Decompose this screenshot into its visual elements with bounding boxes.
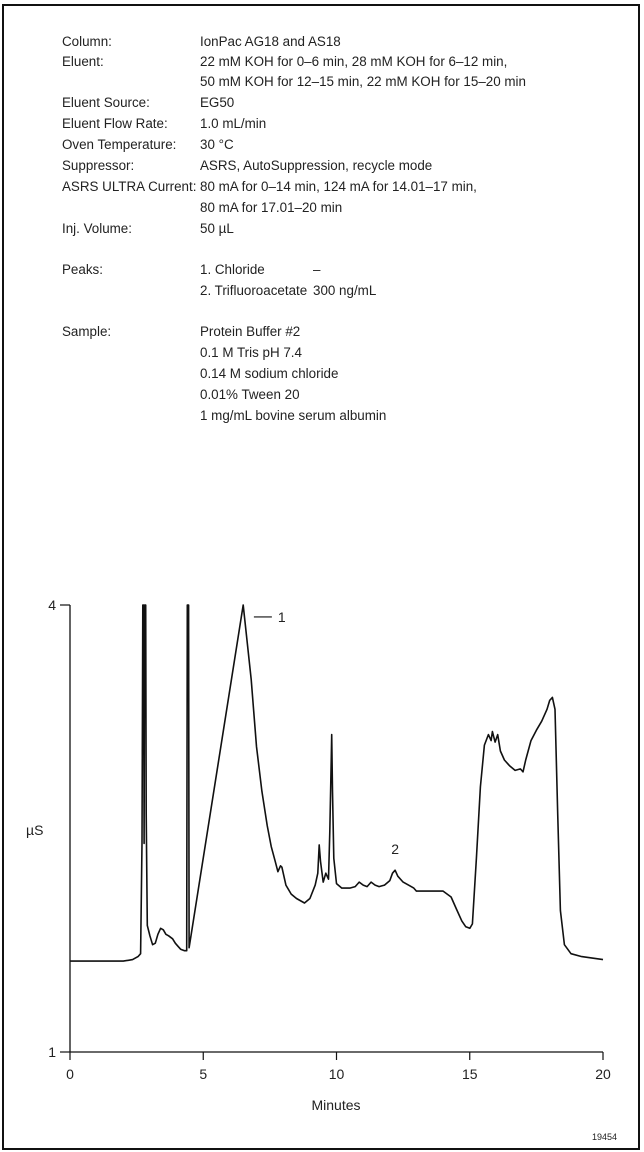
suppressor-value: ASRS, AutoSuppression, recycle mode	[200, 158, 433, 173]
condition-sample-4: 0.01% Tween 20	[62, 387, 622, 407]
condition-asrs-current-cont: 80 mA for 17.01–20 min	[62, 200, 622, 220]
y-axis-label: µS	[26, 822, 43, 838]
x-tick-label-20: 20	[595, 1066, 611, 1082]
condition-peaks-2: 2. Trifluoroacetate 300 ng/mL	[62, 283, 622, 303]
figure-frame	[2, 4, 640, 1150]
asrs-current-value-line1: 80 mA for 0–14 min, 124 mA for 14.01–17 …	[200, 179, 477, 194]
column-label: Column:	[62, 34, 112, 49]
condition-eluent-source: Eluent Source: EG50	[62, 95, 622, 115]
eluent-source-value: EG50	[200, 95, 235, 110]
sample-line-5: 1 mg/mL bovine serum albumin	[200, 408, 387, 423]
x-tick-label-15: 15	[462, 1066, 478, 1082]
condition-suppressor: Suppressor: ASRS, AutoSuppression, recyc…	[62, 158, 622, 178]
x-tick-label-0: 0	[66, 1066, 74, 1082]
condition-oven-temp: Oven Temperature: 30 °C	[62, 137, 622, 157]
column-value: IonPac AG18 and AS18	[200, 34, 341, 49]
inj-volume-value: 50 µL	[200, 221, 234, 236]
sample-line-1: Protein Buffer #2	[200, 324, 301, 339]
peaks-label: Peaks:	[62, 262, 103, 277]
condition-flow-rate: Eluent Flow Rate: 1.0 mL/min	[62, 116, 622, 136]
x-tick-label-10: 10	[329, 1066, 345, 1082]
eluent-value-line2: 50 mM KOH for 12–15 min, 22 mM KOH for 1…	[200, 74, 526, 89]
condition-peaks: Peaks: 1. Chloride –	[62, 262, 622, 282]
chart-axes	[69, 605, 603, 1053]
flow-rate-label: Eluent Flow Rate:	[62, 116, 168, 131]
chart-ticks: 0 5 10 15 20 1 4	[48, 597, 611, 1082]
chromatogram-trace	[70, 604, 604, 962]
condition-inj-volume: Inj. Volume: 50 µL	[62, 221, 622, 241]
peak-2-name: 2. Trifluoroacetate	[200, 283, 308, 298]
peak-2-amount: 300 ng/mL	[313, 283, 377, 298]
y-tick-label-1: 1	[48, 1044, 56, 1060]
condition-sample-2: 0.1 M Tris pH 7.4	[62, 345, 622, 365]
figure-number: 19454	[592, 1132, 617, 1142]
condition-sample-3: 0.14 M sodium chloride	[62, 366, 622, 386]
sample-label: Sample:	[62, 324, 112, 339]
peak-1-name: 1. Chloride	[200, 262, 265, 277]
y-tick-label-4: 4	[48, 597, 56, 613]
suppressor-label: Suppressor:	[62, 158, 135, 173]
asrs-current-label: ASRS ULTRA Current:	[62, 179, 197, 194]
condition-eluent: Eluent: 22 mM KOH for 0–6 min, 28 mM KOH…	[62, 54, 622, 74]
x-tick-label-5: 5	[199, 1066, 207, 1082]
condition-column: Column: IonPac AG18 and AS18	[62, 34, 622, 54]
peak-1-amount: –	[313, 262, 321, 277]
asrs-current-value-line2: 80 mA for 17.01–20 min	[200, 200, 343, 215]
inj-volume-label: Inj. Volume:	[62, 221, 132, 236]
peak-2-label: 2	[391, 841, 399, 857]
condition-sample-5: 1 mg/mL bovine serum albumin	[62, 408, 622, 428]
oven-temp-value: 30 °C	[200, 137, 234, 152]
condition-eluent-cont: 50 mM KOH for 12–15 min, 22 mM KOH for 1…	[62, 74, 622, 94]
flow-rate-value: 1.0 mL/min	[200, 116, 267, 131]
eluent-label: Eluent:	[62, 54, 104, 69]
sample-line-3: 0.14 M sodium chloride	[200, 366, 339, 381]
peak-1-label: 1	[278, 609, 286, 625]
sample-line-4: 0.01% Tween 20	[200, 387, 300, 402]
condition-sample: Sample: Protein Buffer #2	[62, 324, 622, 344]
eluent-value-line1: 22 mM KOH for 0–6 min, 28 mM KOH for 6–1…	[200, 54, 508, 69]
peak-annotations: 12	[253, 609, 399, 857]
oven-temp-label: Oven Temperature:	[62, 137, 177, 152]
eluent-source-label: Eluent Source:	[62, 95, 150, 110]
condition-asrs-current: ASRS ULTRA Current: 80 mA for 0–14 min, …	[62, 179, 622, 199]
sample-line-2: 0.1 M Tris pH 7.4	[200, 345, 302, 360]
x-axis-label: Minutes	[311, 1097, 360, 1113]
